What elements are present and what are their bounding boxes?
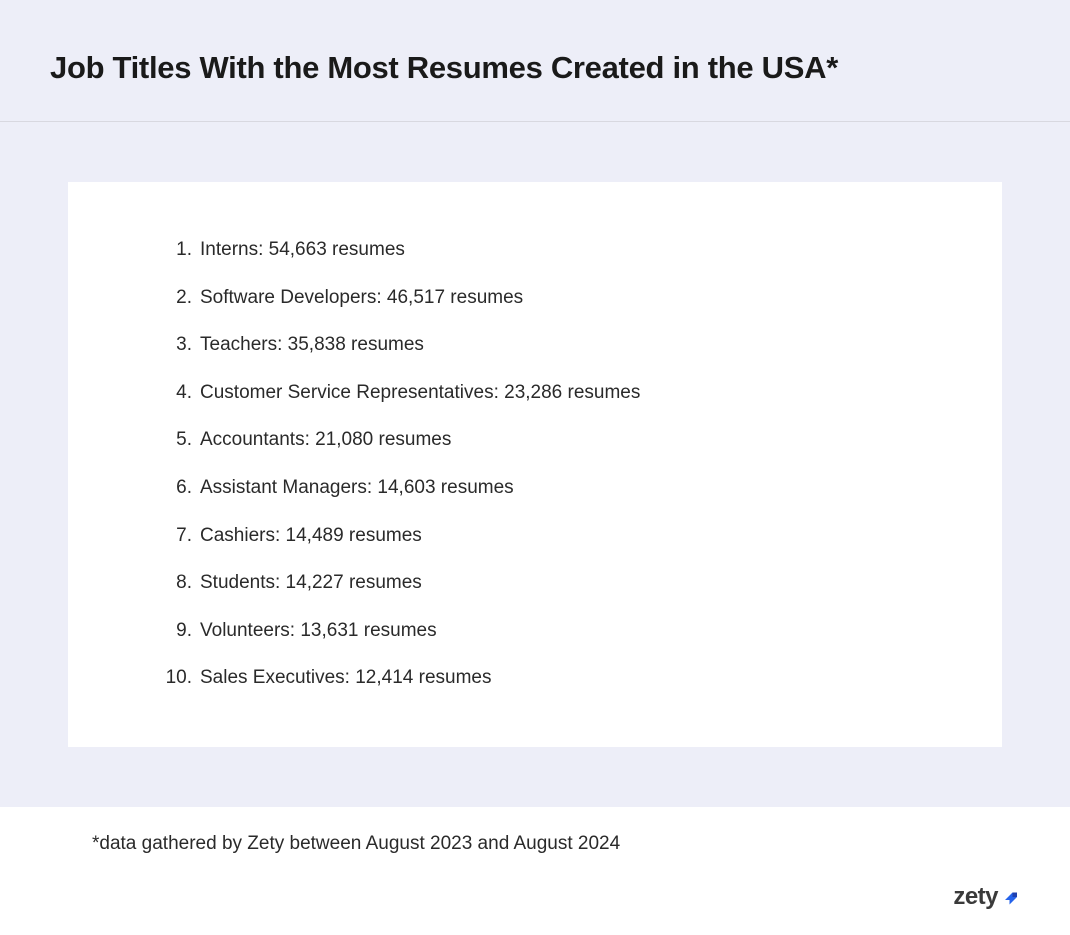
list-item: Students: 14,227 resumes	[108, 570, 962, 597]
list-item: Interns: 54,663 resumes	[108, 237, 962, 264]
list-item: Teachers: 35,838 resumes	[108, 332, 962, 359]
logo-text: zety	[953, 883, 998, 911]
list-item: Cashiers: 14,489 resumes	[108, 523, 962, 550]
job-titles-list: Interns: 54,663 resumes Software Develop…	[108, 237, 962, 692]
content-area: Interns: 54,663 resumes Software Develop…	[0, 122, 1070, 807]
zety-logo: zety	[953, 883, 1020, 911]
list-card: Interns: 54,663 resumes Software Develop…	[68, 182, 1002, 747]
footer-section: *data gathered by Zety between August 20…	[0, 807, 1070, 875]
list-item: Assistant Managers: 14,603 resumes	[108, 475, 962, 502]
infographic-container: Job Titles With the Most Resumes Created…	[0, 0, 1070, 932]
footnote-text: *data gathered by Zety between August 20…	[92, 833, 1020, 855]
page-title: Job Titles With the Most Resumes Created…	[50, 50, 1020, 86]
logo-area: zety	[0, 875, 1070, 935]
header-section: Job Titles With the Most Resumes Created…	[0, 0, 1070, 122]
list-item: Sales Executives: 12,414 resumes	[108, 665, 962, 692]
list-item: Software Developers: 46,517 resumes	[108, 285, 962, 312]
logo-arrow-icon	[1002, 888, 1020, 906]
list-item: Customer Service Representatives: 23,286…	[108, 380, 962, 407]
list-item: Accountants: 21,080 resumes	[108, 427, 962, 454]
list-item: Volunteers: 13,631 resumes	[108, 618, 962, 645]
